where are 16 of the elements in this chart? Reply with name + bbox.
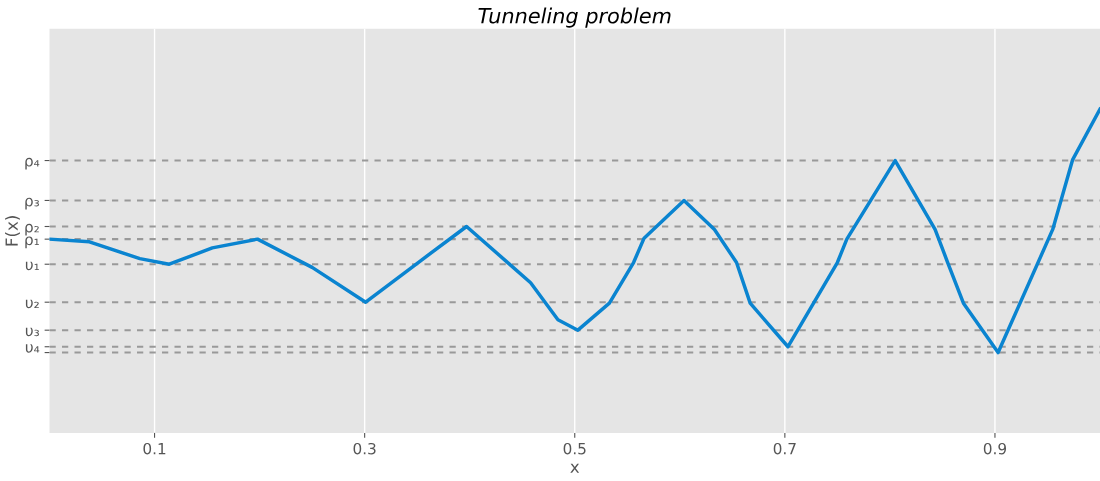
ref-line-label: υ₂: [25, 299, 39, 309]
ref-line-label: ρ₃: [25, 197, 39, 210]
ref-line-label: υ₁: [25, 261, 39, 271]
ref-line-label: ρ₄: [25, 157, 40, 170]
ref-line-label: ρ₁: [25, 236, 39, 249]
ref-line-label: ρ₂: [25, 223, 39, 236]
x-tick-label: 0.3: [353, 442, 376, 455]
ref-line-label: υ₄: [25, 344, 40, 353]
chart-title: Tunneling problem: [478, 7, 671, 28]
x-tick-label: 0.7: [773, 442, 796, 455]
y-axis-title: F(x): [5, 216, 20, 246]
x-tick-label: 0.9: [983, 442, 1007, 455]
ref-line-label: υ₃: [25, 327, 39, 337]
x-axis-title: x: [570, 463, 580, 473]
x-tick-label: 0.1: [143, 442, 166, 455]
x-tick-label: 0.5: [563, 442, 586, 455]
